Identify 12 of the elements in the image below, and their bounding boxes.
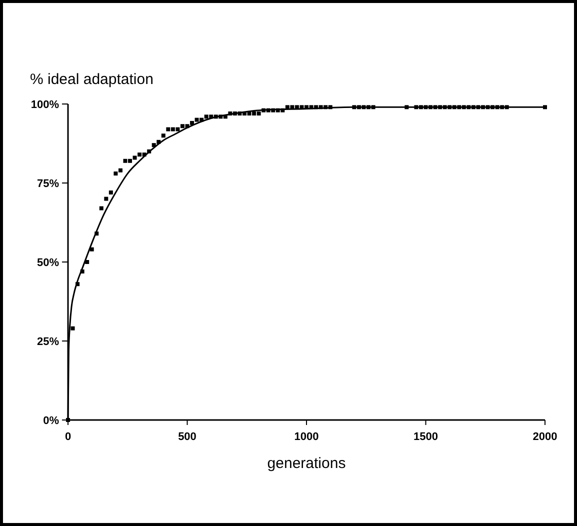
y-tick-label: 100% (30, 98, 60, 111)
x-tick-label: 1500 (414, 431, 438, 443)
y-tick-label: 25% (36, 336, 60, 348)
y-tick-label: 0% (43, 414, 60, 427)
x-axis-title: generations (267, 455, 346, 472)
y-tick-label: 75% (36, 178, 60, 190)
x-tick-label: 2000 (532, 431, 558, 443)
x-tick-label: 500 (178, 431, 196, 443)
x-tick-label: 0 (64, 431, 72, 443)
y-axis-title: % ideal adaptation (30, 71, 154, 88)
x-tick-label: 1000 (294, 431, 319, 443)
y-tick-label: 50% (36, 256, 60, 269)
